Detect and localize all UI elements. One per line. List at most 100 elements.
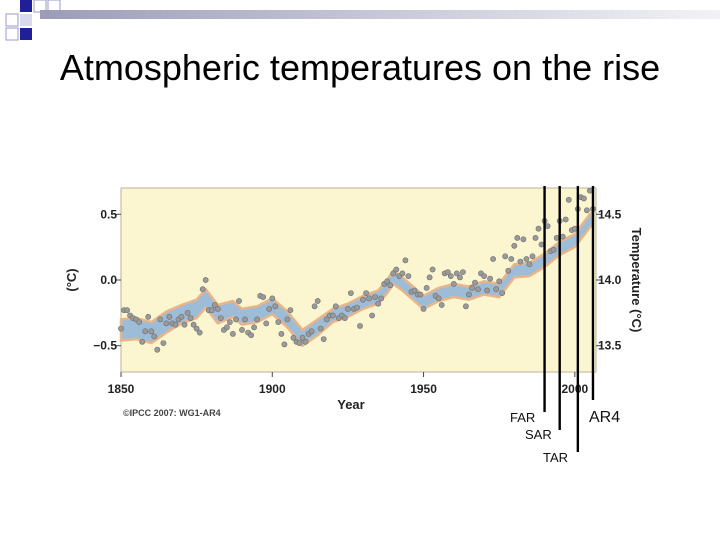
annual-point	[160, 340, 167, 346]
annual-point	[469, 284, 475, 291]
annual-point	[329, 312, 336, 319]
annual-point	[302, 338, 309, 345]
annual-point	[124, 307, 130, 314]
annual-point	[571, 225, 578, 232]
annual-point	[154, 346, 161, 353]
annual-point	[450, 280, 457, 287]
annual-point	[263, 320, 270, 327]
annual-point	[233, 316, 239, 323]
annual-point	[429, 266, 436, 273]
annual-point	[438, 302, 445, 308]
x-axis-label: Year	[337, 397, 364, 412]
annual-point	[496, 278, 503, 285]
annual-point	[314, 298, 321, 304]
annual-point	[142, 328, 149, 335]
annual-point	[378, 295, 385, 302]
annual-point	[296, 340, 303, 346]
annual-point	[453, 270, 460, 277]
annual-point	[447, 273, 454, 279]
annual-point	[251, 324, 257, 331]
annual-point	[532, 234, 539, 241]
annual-point	[411, 287, 418, 294]
x-tick-label: 1850	[108, 382, 135, 396]
annual-point	[308, 328, 315, 335]
annual-point	[223, 324, 230, 331]
annual-point	[517, 258, 524, 265]
annual-point	[287, 307, 294, 314]
y-tick-label-left: −0.5	[93, 339, 117, 353]
annual-point	[444, 269, 451, 275]
annual-point	[426, 274, 433, 281]
annual-point	[320, 336, 327, 342]
annual-point	[420, 305, 427, 312]
annual-point	[562, 216, 569, 223]
annual-point	[190, 321, 197, 328]
annual-point	[372, 294, 378, 300]
slide-title: Atmospheric temperatures on the rise	[59, 47, 661, 88]
annual-point	[584, 207, 590, 214]
corner-squares-decoration	[5, 0, 61, 41]
annual-point	[369, 312, 375, 319]
x-tick-label: 1950	[410, 382, 437, 396]
annual-point	[260, 294, 267, 300]
annual-point	[363, 290, 369, 296]
annual-point	[184, 309, 191, 316]
annual-point	[278, 330, 285, 337]
annual-point	[269, 295, 276, 302]
annual-point	[475, 286, 481, 293]
annual-point	[529, 253, 536, 260]
annual-point	[332, 303, 339, 310]
annual-point	[214, 305, 221, 312]
annual-point	[148, 328, 155, 335]
annual-point	[472, 279, 478, 286]
annual-point	[456, 274, 463, 281]
annual-point	[366, 295, 372, 302]
annual-point	[387, 282, 394, 289]
plot-area	[120, 187, 597, 373]
annual-point	[405, 273, 412, 279]
annual-point	[565, 196, 572, 203]
y-tick-label-right: 13.5	[598, 339, 622, 353]
annual-point	[196, 329, 203, 336]
annual-point	[290, 334, 297, 341]
annual-point	[311, 303, 318, 310]
annual-point	[163, 320, 170, 327]
annual-point	[208, 307, 215, 314]
report-label-ar4: AR4	[589, 409, 620, 426]
annual-point	[193, 325, 200, 332]
annual-point	[354, 304, 360, 311]
annual-point	[317, 325, 324, 332]
annual-point	[136, 319, 143, 325]
annual-point	[393, 266, 400, 273]
annual-point	[487, 275, 493, 282]
annual-point	[172, 321, 179, 328]
annual-point	[535, 225, 542, 232]
annual-point	[423, 284, 430, 291]
annual-point	[399, 270, 406, 277]
annual-point	[281, 341, 288, 348]
annual-point	[187, 315, 194, 321]
credit-label: ©IPCC 2007: WG1-AR4	[123, 408, 221, 418]
y-tick-label-right: 14.5	[598, 207, 622, 221]
annual-point	[347, 290, 354, 296]
annual-point	[239, 326, 245, 333]
annual-point	[514, 234, 521, 241]
annual-point	[151, 333, 158, 340]
annual-point	[157, 316, 164, 323]
annual-point	[145, 313, 152, 320]
annual-point	[341, 315, 348, 321]
annual-point	[511, 242, 518, 249]
annual-point	[248, 332, 254, 339]
annual-point	[299, 334, 306, 341]
report-label-tar: TAR	[543, 450, 568, 465]
annual-point	[202, 277, 209, 283]
report-label-far: FAR	[510, 410, 535, 425]
annual-point	[229, 330, 236, 337]
annual-point	[587, 187, 593, 194]
annual-point	[435, 295, 442, 302]
annual-point	[275, 319, 282, 325]
annual-point	[502, 253, 509, 260]
annual-point	[499, 290, 506, 296]
annual-point	[550, 246, 557, 253]
